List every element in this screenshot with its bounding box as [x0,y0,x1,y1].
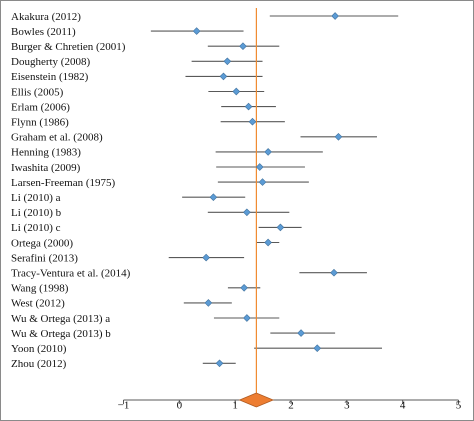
effect-size-marker [264,148,272,156]
study-label: Wu & Ortega (2013) a [11,313,110,325]
effect-size-marker [276,223,285,232]
study-label: Flynn (1986) [11,117,69,129]
effect-size-marker [223,57,232,66]
x-tick-label: 0 [177,400,183,412]
study-label: Graham et al. (2008) [11,132,103,144]
effect-size-marker [244,102,253,111]
study-label: Ellis (2005) [11,86,64,98]
effect-size-marker [330,268,338,277]
effect-size-marker [243,208,251,217]
study-label: Tracy-Ventura et al. (2014) [11,268,131,280]
study-label: Erlam (2006) [11,101,70,113]
confidence-intervals [150,15,399,364]
effect-size-marker [204,299,213,307]
effect-size-marker [297,329,305,337]
effect-size-marker [243,314,251,322]
x-tick-label: 4 [400,400,406,412]
effect-size-points [192,12,343,368]
effect-size-marker [240,283,248,292]
study-label: Bowles (2011) [11,26,76,38]
study-label: Henning (1983) [11,147,81,159]
x-tick-label: 5 [456,400,462,412]
study-label: Akakura (2012) [11,11,81,23]
x-tick-label: −1 [118,400,130,412]
study-label: Eisenstein (1982) [11,71,89,83]
effect-size-marker [248,117,257,126]
effect-size-marker [313,344,322,353]
study-label: Wang (1998) [11,283,69,295]
study-label: Li (2010) c [11,222,61,234]
x-tick-label: 3 [344,400,350,412]
effect-size-marker [209,193,218,202]
x-tick-label: 2 [288,400,294,412]
study-label: Dougherty (2008) [11,56,90,68]
effect-size-marker [331,12,339,20]
study-label: Li (2010) b [11,207,62,219]
x-tick-label: 1 [232,400,238,412]
study-label: Wu & Ortega (2013) b [11,328,111,340]
study-label: Ortega (2000) [11,237,73,249]
study-label: Li (2010) a [11,192,61,204]
effect-size-marker [255,163,264,171]
effect-size-marker [215,359,224,368]
x-axis: −1 0 1 2 3 4 5 [118,399,462,412]
effect-size-marker [258,178,267,186]
study-label: Iwashita (2009) [11,162,81,174]
summary-diamond [238,392,275,408]
study-labels: Akakura (2012) Bowles (2011) Burger & Chre… [11,11,131,370]
effect-size-marker [264,238,272,247]
study-label: Yoon (2010) [11,343,67,355]
effect-size-marker [232,87,241,96]
study-label: Burger & Chretien (2001) [11,41,126,53]
effect-size-marker [202,253,210,262]
study-label: Serafini (2013) [11,252,78,264]
summary-effect [238,392,275,408]
effect-size-marker [192,27,201,35]
study-label: West (2012) [11,298,65,310]
study-label: Larsen-Freeman (1975) [11,177,115,189]
study-label: Zhou (2012) [11,358,67,370]
effect-size-marker [334,132,343,141]
effect-size-marker [239,42,247,51]
effect-size-marker [219,72,228,81]
